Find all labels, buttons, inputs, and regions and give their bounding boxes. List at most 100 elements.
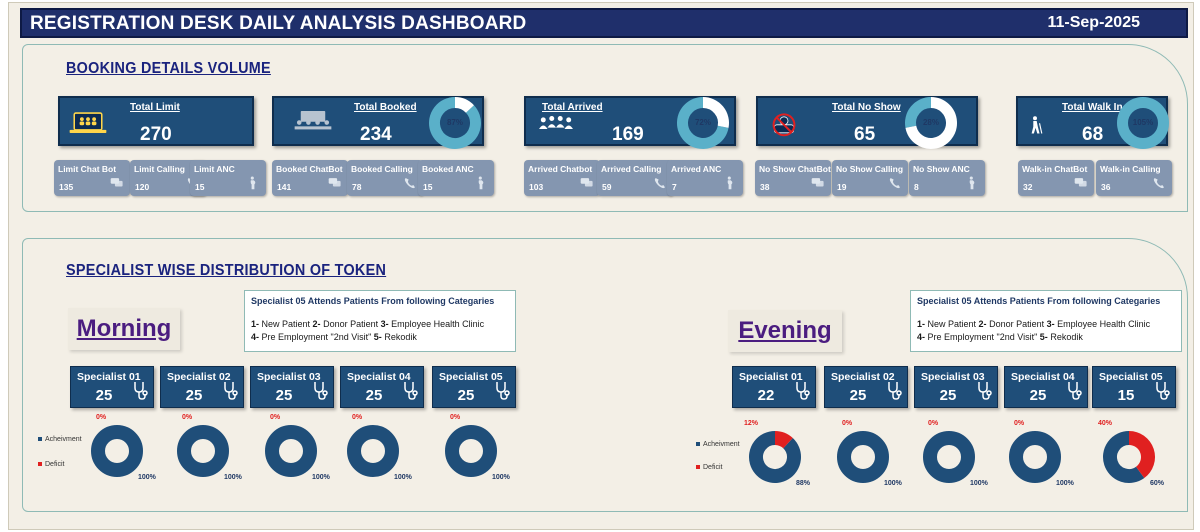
sub-card-icon-wrap (473, 176, 489, 190)
specialist-name: Specialist 02 (167, 371, 231, 383)
donut-achieved-arc (1117, 97, 1169, 149)
deficit-pct-label: 40% (1098, 420, 1113, 427)
stethoscope-icon (888, 382, 902, 400)
stethoscope-wrap (976, 381, 992, 401)
stethoscope-icon (978, 382, 992, 400)
specialist-name: Specialist 03 (921, 371, 985, 383)
evening-donut-3 (922, 430, 976, 484)
meeting-icon (294, 111, 332, 130)
card-donut: 72% (676, 96, 730, 150)
note-title: Specialist 05 Attends Patients From foll… (251, 296, 495, 306)
achievement-pct-label: 100% (312, 474, 330, 481)
card-label: Total Walk In (1062, 102, 1123, 113)
laptop-people-icon (69, 112, 107, 133)
pregnant-icon (478, 176, 484, 190)
sub-card-icon-wrap (964, 176, 980, 190)
achievement-pct-label: 88% (796, 480, 811, 487)
sub-card: Limit ANC 15 (190, 160, 266, 196)
pregnant-icon (250, 176, 256, 190)
note-line-2: 4- Pre Employment "2nd Visit" 5- Rekodik (251, 332, 417, 342)
morning-specialist-5: Specialist 05 25 (432, 366, 516, 408)
legend-morning: Acheivment Deficit (38, 436, 82, 468)
morning-donut-4 (346, 424, 400, 478)
pregnant-icon (727, 176, 733, 190)
sub-card: Booked ChatBot 141 (272, 160, 348, 196)
no-show-icon (772, 113, 796, 137)
achievement-pct-label: 100% (1056, 480, 1074, 487)
legend-deficit: Deficit (696, 464, 740, 471)
evening-donut-5 (1102, 430, 1156, 484)
pregnant-icon (969, 176, 975, 190)
donut-remaining-arc (454, 97, 474, 114)
achievement-pct-label: 60% (1150, 480, 1165, 487)
sub-card: Arrived Calling 59 (597, 160, 673, 196)
card-donut: 87% (428, 96, 482, 150)
sub-card-icon-wrap (1073, 176, 1089, 190)
specialist-count: 25 (365, 387, 383, 404)
donut-remaining-arc (905, 97, 957, 149)
sub-card-label: Limit ANC (194, 164, 235, 174)
specialist-count: 25 (457, 387, 475, 404)
chat-icon (580, 178, 593, 187)
note-line-1: 1- New Patient 2- Donor Patient 3- Emplo… (917, 319, 1151, 329)
sub-card-icon-wrap (722, 176, 738, 190)
achievement-arc (445, 425, 497, 477)
title-bar: REGISTRATION DESK DAILY ANALYSIS DASHBOA… (20, 8, 1188, 38)
specialist-count: 25 (95, 387, 113, 404)
specialist-count: 25 (275, 387, 293, 404)
sub-card-icon-wrap (109, 176, 125, 190)
sub-card-value: 59 (602, 182, 612, 192)
stethoscope-icon (1156, 382, 1170, 400)
stethoscope-wrap (1154, 381, 1170, 401)
sub-card-icon-wrap (810, 176, 826, 190)
sub-card: Walk-in ChatBot 32 (1018, 160, 1094, 196)
achievement-arc (1009, 431, 1061, 483)
sub-card: Limit Chat Bot 135 (54, 160, 130, 196)
stethoscope-icon (496, 382, 510, 400)
achievement-arc (923, 431, 975, 483)
stethoscope-wrap (886, 381, 902, 401)
stethoscope-wrap (794, 381, 810, 401)
specialist-name: Specialist 05 (1099, 371, 1163, 383)
deficit-pct-label: 0% (928, 420, 939, 427)
card-donut-label: 87% (446, 118, 463, 127)
evening-specialist-4: Specialist 04 25 (1004, 366, 1088, 408)
people-group-icon (539, 116, 573, 130)
achievement-pct-label: 100% (224, 474, 242, 481)
achievement-pct-label: 100% (492, 474, 510, 481)
chat-icon (811, 178, 824, 187)
stethoscope-icon (314, 382, 328, 400)
card-icon-wrap (64, 110, 112, 136)
phone-icon (404, 178, 415, 189)
sub-card-label: Booked ChatBot (276, 164, 343, 174)
specialist-name: Specialist 04 (1011, 371, 1075, 383)
sub-card-icon-wrap (887, 176, 903, 190)
legend-achievement: Acheivment (696, 441, 740, 448)
deficit-arc (774, 431, 793, 449)
sub-card-label: Walk-in Calling (1100, 164, 1161, 174)
donut-achieved-arc (677, 97, 729, 149)
morning-specialist-3: Specialist 03 25 (250, 366, 334, 408)
evening-specialist-5: Specialist 05 15 (1092, 366, 1176, 408)
achievement-pct-label: 100% (884, 480, 902, 487)
card-icon-wrap (530, 110, 582, 134)
specialist-section-title: SPECIALIST WISE DISTRIBUTION OF TOKEN (66, 262, 387, 279)
sub-card-label: No Show ANC (913, 164, 970, 174)
sub-card-value: 15 (423, 182, 433, 192)
morning-specialist-4: Specialist 04 25 (340, 366, 424, 408)
specialist-name: Specialist 01 (739, 371, 803, 383)
achievement-arc (265, 425, 317, 477)
sub-card: No Show ANC 8 (909, 160, 985, 196)
page-title: REGISTRATION DESK DAILY ANALYSIS DASHBOA… (30, 13, 527, 34)
card-label: Total No Show (832, 102, 901, 113)
card-donut: 28% (904, 96, 958, 150)
achievement-arc (837, 431, 889, 483)
deficit-arc (1128, 431, 1155, 479)
phone-icon (654, 178, 665, 189)
phone-icon (889, 178, 900, 189)
sub-card: No Show ChatBot 38 (755, 160, 831, 196)
sub-card-value: 38 (760, 182, 770, 192)
card-donut-label: 72% (694, 118, 711, 127)
sub-card-value: 19 (837, 182, 847, 192)
chat-icon (328, 178, 341, 187)
